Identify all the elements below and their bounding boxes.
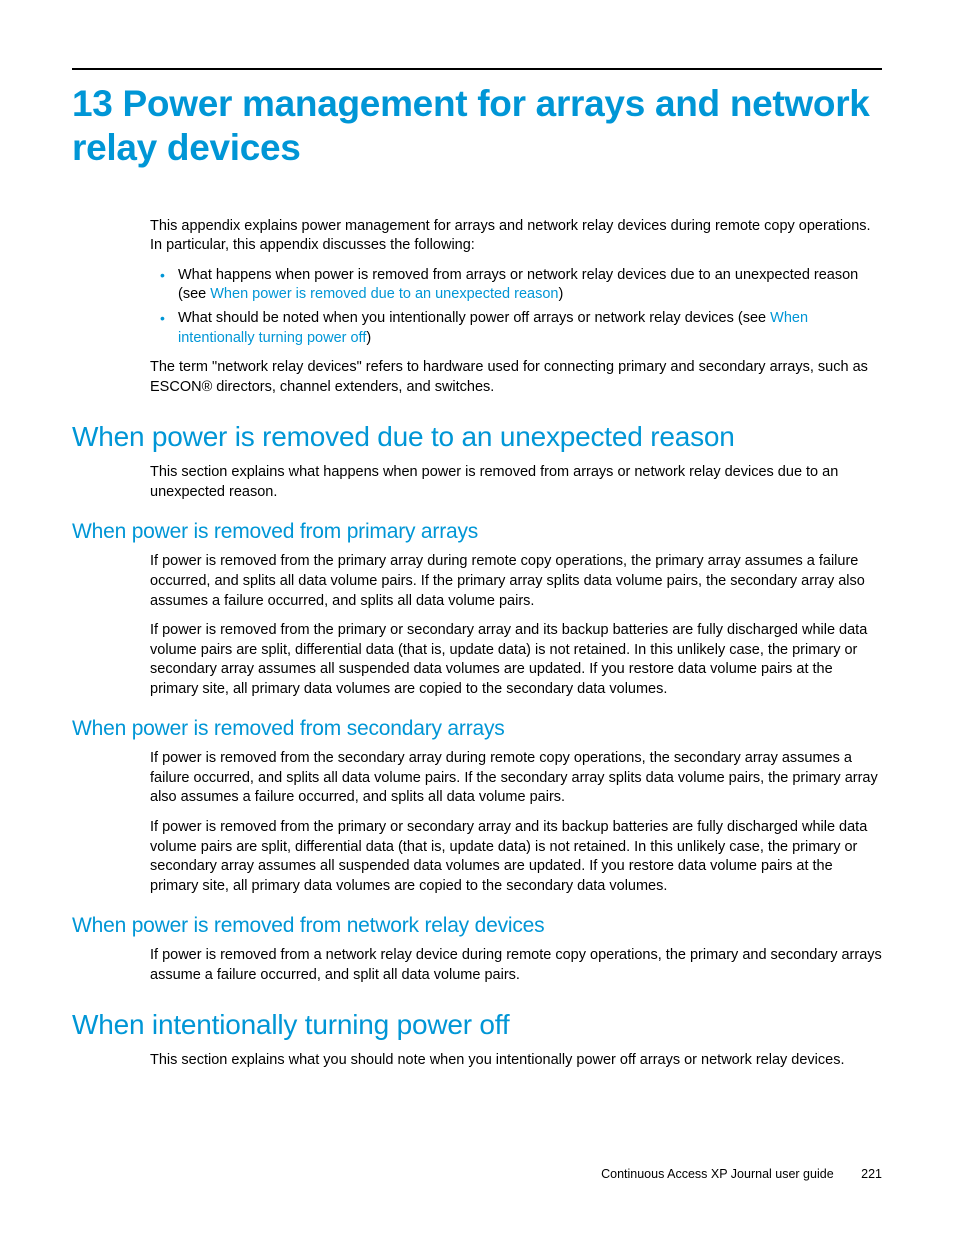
- primary-p1: If power is removed from the primary arr…: [150, 552, 882, 611]
- section-heading-intentional: When intentionally turning power off: [72, 1009, 882, 1041]
- subsection-heading-primary: When power is removed from primary array…: [72, 520, 882, 544]
- section-intro-text: This section explains what happens when …: [150, 463, 882, 502]
- subsection-heading-relay: When power is removed from network relay…: [72, 914, 882, 938]
- relay-p1: If power is removed from a network relay…: [150, 946, 882, 985]
- link-unexpected-reason[interactable]: When power is removed due to an unexpect…: [210, 286, 558, 302]
- secondary-p2: If power is removed from the primary or …: [150, 818, 882, 896]
- footer-doc-title: Continuous Access XP Journal user guide: [601, 1167, 834, 1181]
- bullet-text-pre: What should be noted when you intentiona…: [178, 310, 770, 326]
- page-footer: Continuous Access XP Journal user guide …: [0, 1167, 882, 1181]
- section-heading-unexpected: When power is removed due to an unexpect…: [72, 421, 882, 453]
- intro-block: This appendix explains power management …: [150, 217, 882, 398]
- list-item: What should be noted when you intentiona…: [150, 309, 882, 348]
- footer-page-number: 221: [861, 1167, 882, 1181]
- section-unexpected-intro: This section explains what happens when …: [150, 463, 882, 502]
- secondary-p1: If power is removed from the secondary a…: [150, 749, 882, 808]
- intro-paragraph-2: The term "network relay devices" refers …: [150, 358, 882, 397]
- section-intentional-intro: This section explains what you should no…: [150, 1051, 882, 1071]
- subsection-heading-secondary: When power is removed from secondary arr…: [72, 717, 882, 741]
- primary-p2: If power is removed from the primary or …: [150, 621, 882, 699]
- bullet-text-post: ): [366, 330, 371, 346]
- list-item: What happens when power is removed from …: [150, 266, 882, 305]
- intro-bullet-list: What happens when power is removed from …: [150, 266, 882, 348]
- secondary-block: If power is removed from the secondary a…: [150, 749, 882, 896]
- primary-block: If power is removed from the primary arr…: [150, 552, 882, 699]
- intro-paragraph-1: This appendix explains power management …: [150, 217, 882, 256]
- top-rule: [72, 68, 882, 70]
- bullet-text-post: ): [558, 286, 563, 302]
- chapter-title: 13 Power management for arrays and netwo…: [72, 82, 882, 171]
- intentional-intro-text: This section explains what you should no…: [150, 1051, 882, 1071]
- relay-block: If power is removed from a network relay…: [150, 946, 882, 985]
